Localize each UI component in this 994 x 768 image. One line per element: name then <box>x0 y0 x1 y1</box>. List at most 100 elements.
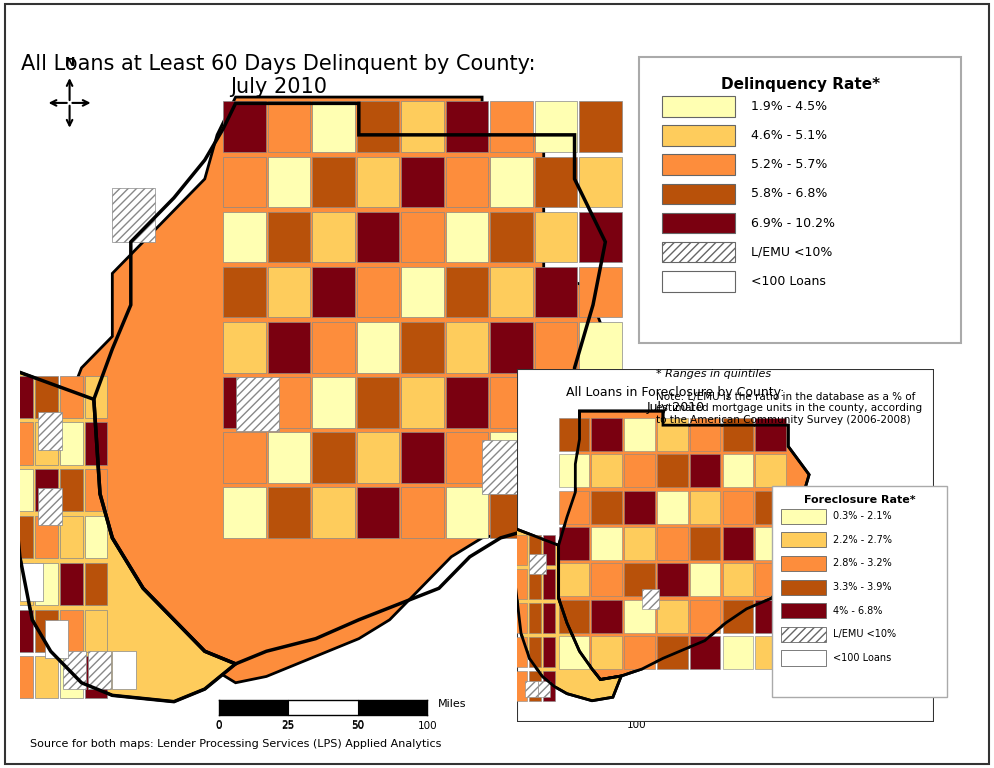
Bar <box>662 96 735 117</box>
Bar <box>657 636 688 669</box>
Bar <box>535 487 578 538</box>
Bar <box>87 651 111 689</box>
Bar <box>490 487 533 538</box>
Bar <box>357 266 399 317</box>
Bar <box>45 620 68 657</box>
Bar <box>535 377 578 428</box>
Bar <box>580 212 621 263</box>
Bar <box>529 535 542 565</box>
Polygon shape <box>57 97 605 683</box>
Bar <box>624 491 655 524</box>
Bar <box>357 322 399 372</box>
Text: 50: 50 <box>351 721 365 731</box>
Bar <box>267 487 310 538</box>
Bar <box>723 600 753 633</box>
Bar <box>690 600 721 633</box>
Text: All Loans at Least 60 Days Delinquent by County:
July 2010: All Loans at Least 60 Days Delinquent by… <box>21 54 536 97</box>
Bar <box>402 322 443 372</box>
Bar <box>84 376 107 418</box>
Bar <box>60 422 83 465</box>
Polygon shape <box>8 368 236 702</box>
Bar <box>580 487 621 538</box>
Bar <box>591 600 622 633</box>
Bar <box>11 376 34 418</box>
Bar <box>755 418 786 451</box>
Bar <box>657 491 688 524</box>
Bar <box>781 580 826 594</box>
FancyBboxPatch shape <box>639 57 961 343</box>
Bar <box>224 322 265 372</box>
Text: <100 Loans: <100 Loans <box>833 653 892 663</box>
Bar <box>591 491 622 524</box>
Bar <box>490 432 533 483</box>
Bar <box>84 610 107 652</box>
Bar <box>781 650 826 666</box>
Text: 4.6% - 5.1%: 4.6% - 5.1% <box>751 129 827 142</box>
Bar <box>357 487 399 538</box>
Bar <box>490 157 533 207</box>
Bar <box>580 377 621 428</box>
Bar <box>642 590 659 609</box>
Bar <box>36 376 58 418</box>
Bar <box>445 432 488 483</box>
Bar <box>36 610 58 652</box>
Bar <box>84 422 107 465</box>
Bar <box>224 157 265 207</box>
Bar <box>624 527 655 560</box>
Bar <box>60 563 83 605</box>
Text: 25: 25 <box>281 721 295 731</box>
Bar <box>60 657 83 699</box>
Bar <box>357 157 399 207</box>
Bar <box>60 376 83 418</box>
Bar <box>39 412 62 450</box>
Bar <box>36 657 58 699</box>
Bar <box>755 636 786 669</box>
Bar <box>515 569 528 599</box>
Bar <box>755 491 786 524</box>
Bar <box>723 491 753 524</box>
Bar <box>662 213 735 233</box>
Bar <box>11 610 34 652</box>
Bar <box>60 469 83 511</box>
Bar <box>781 603 826 618</box>
Text: 100: 100 <box>417 721 437 731</box>
Bar <box>11 657 34 699</box>
Bar <box>535 432 578 483</box>
Bar <box>482 440 525 494</box>
Bar <box>84 563 107 605</box>
Text: 0: 0 <box>216 720 222 730</box>
Bar <box>530 554 546 574</box>
Bar <box>781 556 826 571</box>
Bar <box>515 637 528 667</box>
Bar <box>224 212 265 263</box>
Bar <box>690 418 721 451</box>
Bar <box>662 154 735 175</box>
Bar <box>224 432 265 483</box>
Bar <box>11 516 34 558</box>
Text: 0.3% - 2.1%: 0.3% - 2.1% <box>833 511 892 521</box>
Bar <box>624 454 655 487</box>
Bar <box>723 527 753 560</box>
Bar <box>624 563 655 596</box>
Bar <box>36 422 58 465</box>
Text: 100: 100 <box>626 720 646 730</box>
Bar <box>312 101 355 152</box>
Bar <box>723 563 753 596</box>
Bar <box>36 563 58 605</box>
Bar <box>755 600 786 633</box>
Bar <box>112 651 136 689</box>
Bar <box>490 101 533 152</box>
Bar <box>490 266 533 317</box>
Bar <box>624 600 655 633</box>
Bar <box>657 563 688 596</box>
Text: <100 Loans: <100 Loans <box>751 275 826 288</box>
Bar <box>662 271 735 292</box>
Bar <box>657 418 688 451</box>
Text: Foreclosure Rate*: Foreclosure Rate* <box>804 495 915 505</box>
Bar <box>402 101 443 152</box>
Bar <box>535 266 578 317</box>
Bar <box>559 491 589 524</box>
Bar <box>445 101 488 152</box>
Bar <box>543 603 555 633</box>
Text: Delinquency Rate*: Delinquency Rate* <box>721 77 880 92</box>
